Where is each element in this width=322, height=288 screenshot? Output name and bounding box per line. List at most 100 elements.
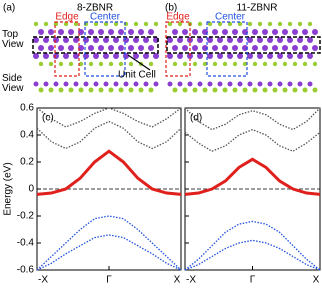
- atom: [172, 87, 178, 93]
- atom: [282, 61, 288, 67]
- atom: [118, 29, 124, 35]
- atom: [297, 21, 303, 27]
- atom: [108, 87, 114, 93]
- atom: [123, 37, 129, 43]
- atom: [182, 45, 188, 51]
- atom: [287, 53, 293, 59]
- unit-cell-label: Unit Cell: [118, 70, 156, 81]
- panel-label: (a): [3, 3, 15, 14]
- atom: [53, 37, 59, 43]
- x-tick-label: -X: [186, 275, 196, 286]
- atom: [272, 45, 278, 51]
- atom: [133, 81, 139, 87]
- atom: [217, 37, 223, 43]
- atom: [43, 53, 49, 59]
- atom: [207, 53, 213, 59]
- atom: [118, 45, 124, 51]
- atom: [207, 81, 213, 87]
- atom: [48, 45, 54, 51]
- x-tick-label: X: [313, 275, 320, 286]
- atom: [133, 37, 139, 43]
- atom: [212, 61, 218, 67]
- atom: [113, 37, 119, 43]
- atom: [252, 29, 258, 35]
- atom: [257, 81, 263, 87]
- atom: [287, 81, 293, 87]
- atom: [212, 29, 218, 35]
- atom: [78, 61, 84, 67]
- atom: [267, 53, 273, 59]
- atom: [98, 29, 104, 35]
- band-line: [36, 215, 182, 271]
- band-line: [184, 239, 321, 271]
- atom: [108, 29, 114, 35]
- atom: [43, 21, 49, 27]
- view-label-line: Top: [2, 29, 19, 40]
- atom: [83, 81, 89, 87]
- atom: [123, 53, 129, 59]
- atom: [93, 81, 99, 87]
- atom: [227, 53, 233, 59]
- atom: [227, 21, 233, 27]
- atom: [93, 21, 99, 27]
- atom: [197, 21, 203, 27]
- atom: [277, 37, 283, 43]
- atom: [43, 81, 49, 87]
- atom: [38, 87, 44, 93]
- atom: [197, 37, 203, 43]
- view-label-line: View: [2, 39, 24, 50]
- atom: [297, 53, 303, 59]
- atom: [38, 61, 44, 67]
- atom: [148, 45, 154, 51]
- atom: [217, 53, 223, 59]
- atom: [68, 45, 74, 51]
- atom: [217, 21, 223, 27]
- band-line: [184, 220, 321, 271]
- atom: [98, 45, 104, 51]
- x-tick-label: Γ: [250, 275, 256, 286]
- atom: [242, 61, 248, 67]
- atom: [267, 81, 273, 87]
- atom: [282, 87, 288, 93]
- atom: [282, 45, 288, 51]
- atom: [252, 45, 258, 51]
- edge-label: Edge: [55, 12, 79, 23]
- center-box: [206, 21, 248, 77]
- atom: [182, 29, 188, 35]
- atom: [312, 45, 318, 51]
- atom: [247, 21, 253, 27]
- band-line: [36, 107, 182, 128]
- y-tick-label: 0.6: [20, 103, 34, 114]
- atom: [88, 61, 94, 67]
- atom: [73, 21, 79, 27]
- atom: [153, 81, 159, 87]
- atom: [48, 87, 54, 93]
- atom: [302, 61, 308, 67]
- atom: [307, 53, 313, 59]
- atom: [48, 29, 54, 35]
- atom: [232, 45, 238, 51]
- atom: [307, 81, 313, 87]
- atom: [302, 87, 308, 93]
- atom: [93, 53, 99, 59]
- atom: [138, 87, 144, 93]
- atom: [33, 53, 39, 59]
- atom: [302, 29, 308, 35]
- atom: [172, 61, 178, 67]
- atom: [257, 21, 263, 27]
- atom: [143, 37, 149, 43]
- atom: [302, 45, 308, 51]
- atom: [33, 81, 39, 87]
- atom: [103, 37, 109, 43]
- atom: [153, 53, 159, 59]
- y-tick-label: 0: [28, 184, 34, 195]
- atom: [172, 45, 178, 51]
- atom: [292, 29, 298, 35]
- y-tick-label: -0.2: [17, 211, 35, 222]
- band-line: [36, 149, 182, 196]
- atom: [257, 53, 263, 59]
- unit-cell-arrow: [127, 54, 151, 71]
- atom: [212, 45, 218, 51]
- atom: [182, 61, 188, 67]
